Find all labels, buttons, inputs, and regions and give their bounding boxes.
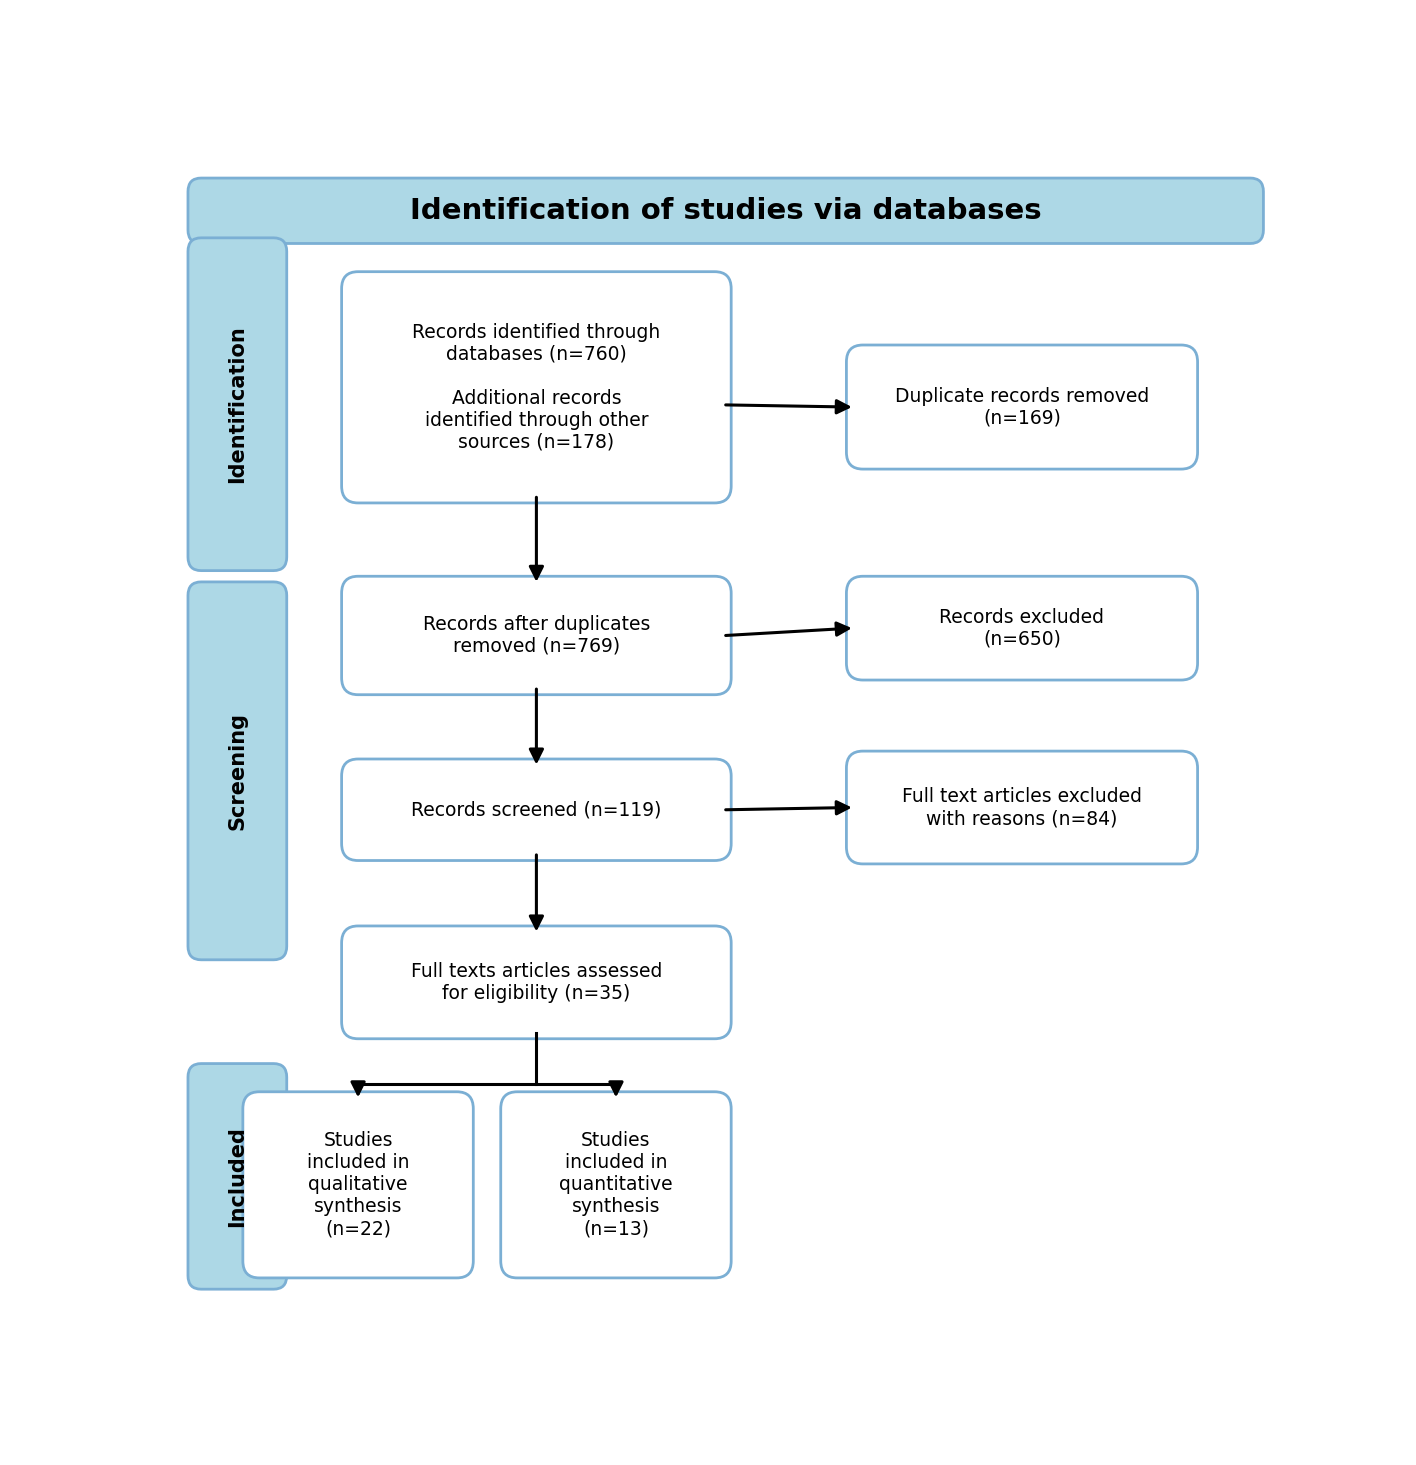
FancyBboxPatch shape bbox=[847, 752, 1198, 864]
Text: Identification: Identification bbox=[228, 325, 248, 483]
FancyBboxPatch shape bbox=[341, 271, 731, 502]
FancyBboxPatch shape bbox=[501, 1091, 731, 1277]
Text: Records excluded
(n=650): Records excluded (n=650) bbox=[939, 608, 1104, 649]
Text: Full text articles excluded
with reasons (n=84): Full text articles excluded with reasons… bbox=[902, 787, 1141, 828]
Text: Screening: Screening bbox=[228, 712, 248, 829]
Text: Studies
included in
qualitative
synthesis
(n=22): Studies included in qualitative synthesi… bbox=[307, 1131, 409, 1238]
FancyBboxPatch shape bbox=[341, 926, 731, 1039]
FancyBboxPatch shape bbox=[847, 576, 1198, 680]
FancyBboxPatch shape bbox=[188, 1064, 286, 1289]
Text: Included: Included bbox=[228, 1127, 248, 1226]
FancyBboxPatch shape bbox=[341, 759, 731, 860]
Text: Identification of studies via databases: Identification of studies via databases bbox=[409, 196, 1042, 224]
Text: Records screened (n=119): Records screened (n=119) bbox=[411, 800, 661, 819]
FancyBboxPatch shape bbox=[341, 576, 731, 694]
Text: Records after duplicates
removed (n=769): Records after duplicates removed (n=769) bbox=[423, 615, 650, 656]
Text: Records identified through
databases (n=760)

Additional records
identified thro: Records identified through databases (n=… bbox=[412, 322, 660, 451]
Text: Duplicate records removed
(n=169): Duplicate records removed (n=169) bbox=[895, 387, 1150, 428]
FancyBboxPatch shape bbox=[188, 237, 286, 570]
FancyBboxPatch shape bbox=[188, 582, 286, 960]
FancyBboxPatch shape bbox=[244, 1091, 473, 1277]
FancyBboxPatch shape bbox=[188, 179, 1263, 243]
Text: Full texts articles assessed
for eligibility (n=35): Full texts articles assessed for eligibi… bbox=[411, 963, 663, 1004]
FancyBboxPatch shape bbox=[847, 344, 1198, 469]
Text: Studies
included in
quantitative
synthesis
(n=13): Studies included in quantitative synthes… bbox=[559, 1131, 673, 1238]
